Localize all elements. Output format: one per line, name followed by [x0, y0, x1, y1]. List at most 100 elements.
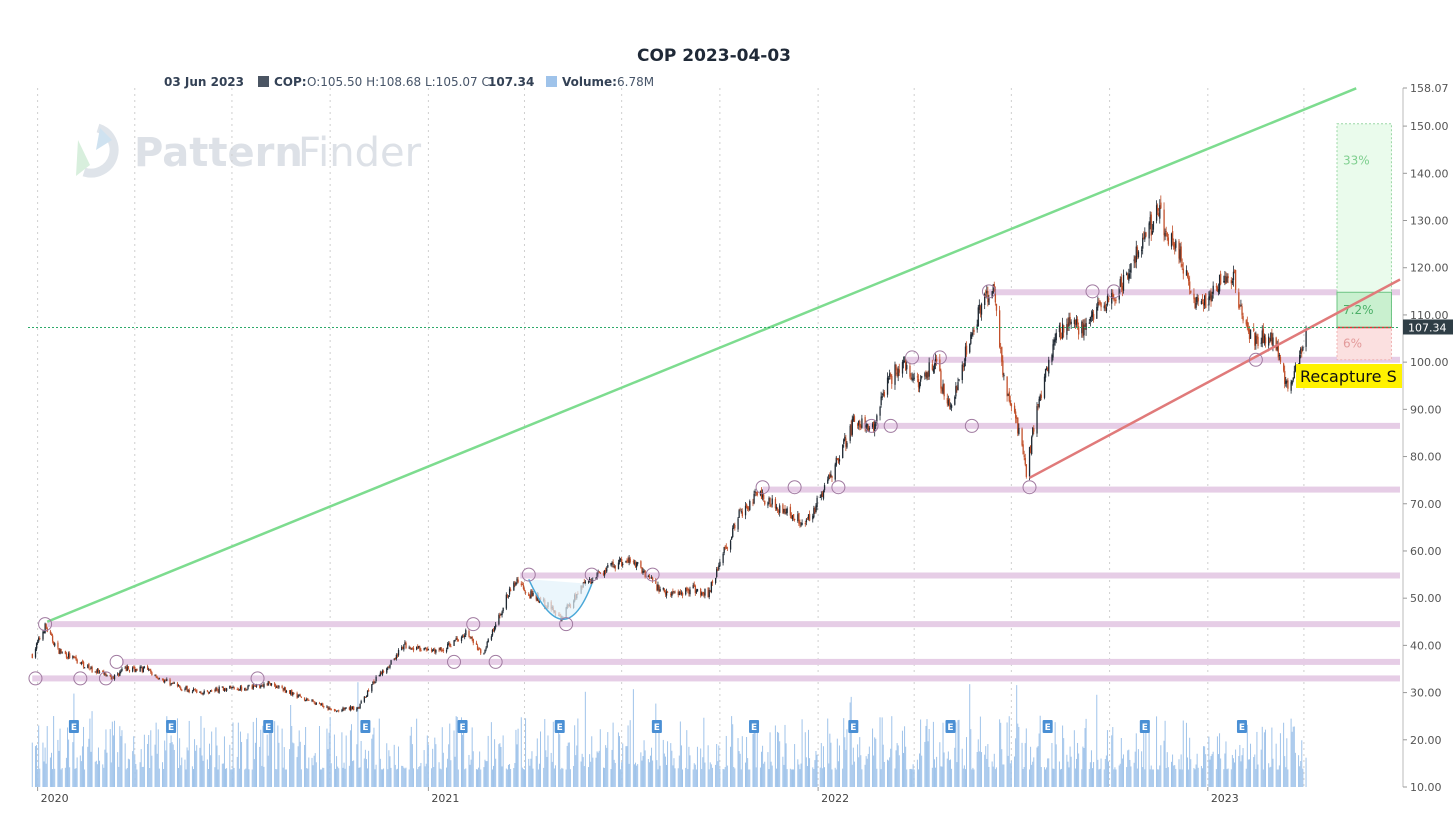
candle-body: [769, 497, 771, 507]
candle-body: [764, 500, 766, 505]
candle-body: [640, 561, 642, 568]
candle-body: [284, 687, 287, 693]
candle-body: [599, 572, 601, 574]
candle-body: [463, 636, 465, 638]
y-tick-label: 20.00: [1410, 734, 1442, 747]
candle-body: [868, 428, 871, 430]
candle-body: [701, 593, 703, 595]
stop-pct-label: 6%: [1343, 337, 1362, 351]
candle-body: [434, 648, 436, 653]
candle-body: [1190, 290, 1192, 293]
candle-body: [45, 624, 47, 629]
candle-body: [307, 698, 309, 700]
candle-body: [861, 418, 863, 428]
candle-body: [1015, 411, 1017, 419]
candle-body: [185, 686, 187, 689]
candle-body: [1218, 274, 1221, 292]
candle-body: [296, 693, 298, 698]
candle-body: [382, 671, 385, 673]
candle-body: [1114, 299, 1116, 302]
candle-body: [491, 629, 494, 636]
candle-body: [1127, 275, 1129, 279]
candle-body: [853, 416, 856, 422]
candle-body: [961, 364, 963, 381]
candle-body: [881, 396, 883, 398]
candle-body: [876, 415, 878, 422]
candle-body: [1261, 330, 1263, 344]
candle-body: [202, 692, 204, 695]
candle-body: [142, 667, 145, 672]
candle-body: [732, 528, 734, 538]
candle-body: [1145, 232, 1147, 237]
pivot-circle: [1248, 352, 1263, 367]
candle-body: [610, 563, 612, 565]
candle-body: [725, 546, 727, 549]
candle-body: [954, 396, 956, 405]
candle-body: [823, 485, 826, 491]
candle-body: [873, 421, 875, 431]
pivot-circle: [521, 567, 536, 582]
candle-body: [146, 666, 149, 670]
candle-body: [438, 649, 440, 651]
candle-body: [217, 690, 219, 693]
y-tick-label: 90.00: [1410, 403, 1442, 416]
candle-body: [637, 562, 639, 564]
candle-body: [717, 568, 719, 570]
candle-body: [1100, 302, 1102, 308]
candle-body: [950, 405, 953, 408]
candle-body: [1060, 337, 1063, 339]
candle-body: [535, 593, 537, 600]
candle-body: [1118, 287, 1120, 300]
candle-body: [330, 708, 332, 710]
pivot-circle: [645, 567, 660, 582]
candle-body: [1137, 251, 1140, 258]
candle-body: [827, 479, 829, 484]
candle-body: [470, 637, 472, 639]
candle-body: [777, 510, 780, 512]
candle-body: [89, 668, 91, 670]
candle-body: [852, 416, 855, 421]
candle-body: [387, 666, 389, 669]
candle-body: [1166, 232, 1168, 238]
candle-body: [655, 579, 657, 584]
pivot-circle: [559, 617, 574, 632]
candle-body: [1119, 278, 1121, 287]
candle-body: [830, 474, 832, 477]
candle-body: [1217, 289, 1220, 293]
candle-body: [253, 685, 256, 687]
uptrend-trendline: [46, 87, 1357, 623]
candle-body: [1158, 212, 1160, 217]
candle-body: [486, 642, 488, 648]
y-tick-label: 80.00: [1410, 451, 1442, 464]
candle-body: [729, 540, 732, 550]
candle-body: [665, 591, 668, 596]
candle-body: [233, 687, 235, 690]
candle-body: [44, 623, 46, 633]
candle-body: [1210, 291, 1212, 302]
candle-body: [874, 424, 876, 432]
legend-price-swatch: [258, 76, 269, 87]
candle-body: [127, 666, 130, 670]
candle-body: [475, 642, 478, 645]
candle-body: [1293, 371, 1295, 379]
candle-body: [760, 489, 763, 499]
candle-body: [715, 578, 717, 583]
candle-body: [1223, 280, 1225, 283]
candle-body: [978, 304, 981, 310]
candle-body: [239, 686, 242, 690]
candle-body: [1120, 277, 1123, 287]
y-tick-label: 40.00: [1410, 639, 1442, 652]
candle-body: [390, 660, 392, 665]
candle-body: [695, 590, 698, 593]
candle-body: [745, 504, 748, 509]
candle-body: [1292, 377, 1294, 381]
candle-body: [154, 675, 156, 677]
candle-body: [149, 668, 151, 671]
earnings-marker: [457, 720, 468, 733]
candle-body: [283, 687, 285, 691]
candle-body: [300, 696, 303, 698]
candle-body: [237, 689, 240, 691]
candle-body: [435, 649, 437, 653]
candle-body: [910, 377, 912, 380]
candle-body: [724, 546, 726, 548]
